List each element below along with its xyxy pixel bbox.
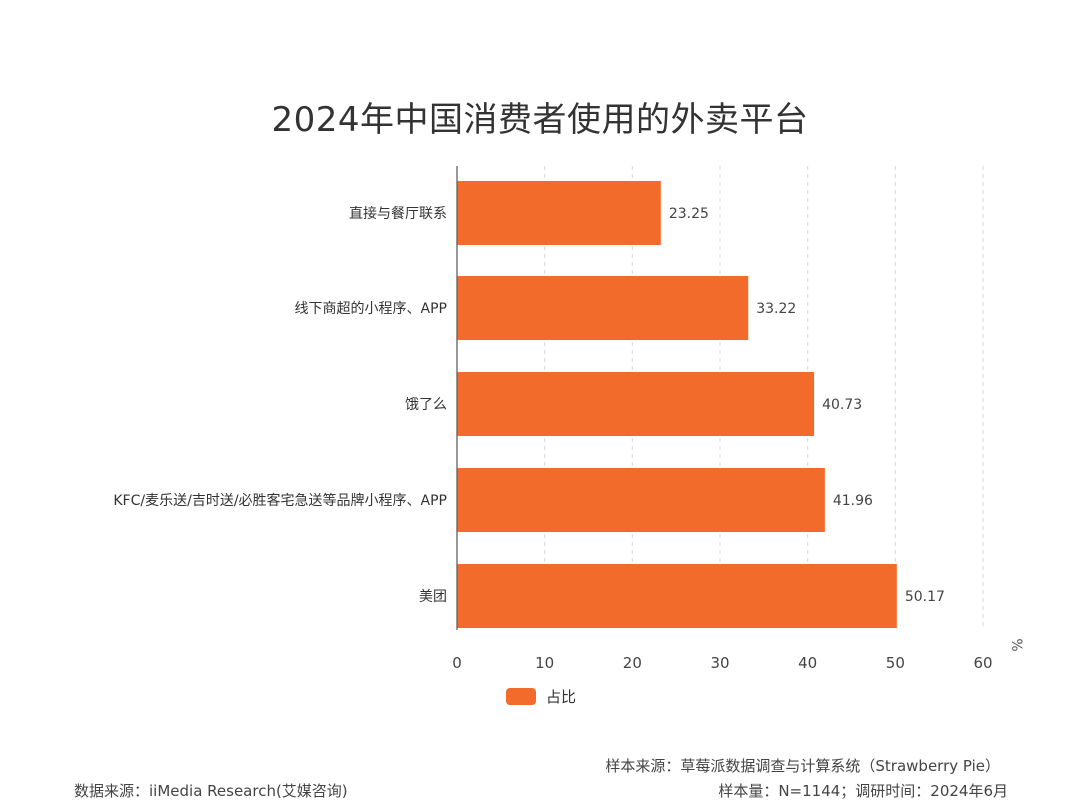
sample-source-note: 样本来源：草莓派数据调查与计算系统（Strawberry Pie） <box>605 757 1000 775</box>
value-label: 40.73 <box>822 397 862 413</box>
chart-title: 2024年中国消费者使用的外卖平台 <box>271 100 809 140</box>
category-label: 直接与餐厅联系 <box>349 205 447 222</box>
x-tick-label: 30 <box>710 654 729 672</box>
x-tick-label: 20 <box>623 654 642 672</box>
value-label: 23.25 <box>669 206 709 222</box>
value-label: 41.96 <box>833 493 873 509</box>
legend: 占比 <box>506 686 576 707</box>
bar-1 <box>457 276 749 340</box>
bar-3 <box>457 468 825 532</box>
x-tick-label: 50 <box>886 654 905 672</box>
bars <box>457 181 897 628</box>
category-label: 美团 <box>419 589 447 605</box>
legend-label: 占比 <box>546 688 577 706</box>
value-label: 33.22 <box>756 301 796 317</box>
category-label: 饿了么 <box>405 397 447 413</box>
data-source-note: 数据来源：iiMedia Research(艾媒咨询) <box>74 782 348 800</box>
bar-4 <box>457 564 897 628</box>
value-label: 50.17 <box>905 589 945 605</box>
category-label: 线下商超的小程序、APP <box>295 301 447 317</box>
x-tick-label: 40 <box>798 654 817 672</box>
labels: 0 10 20 30 40 50 60% 直接与餐厅联系 23.25 线下商超的小程序、APP 33… <box>113 205 1024 672</box>
legend-swatch <box>506 688 536 705</box>
x-tick-label: 60 <box>973 654 992 672</box>
bar-2 <box>457 372 815 436</box>
bar-0 <box>457 181 661 245</box>
x-tick-label: 0 <box>452 654 462 672</box>
category-label: KFC/麦乐送/吉时送/必胜客宅急送等品牌小程序、APP <box>113 492 447 509</box>
sample-size-note: 样本量：N=1144；调研时间：2024年6月 <box>718 782 1008 800</box>
x-tick-label: 10 <box>535 654 554 672</box>
x-axis-unit: % <box>1008 638 1024 651</box>
